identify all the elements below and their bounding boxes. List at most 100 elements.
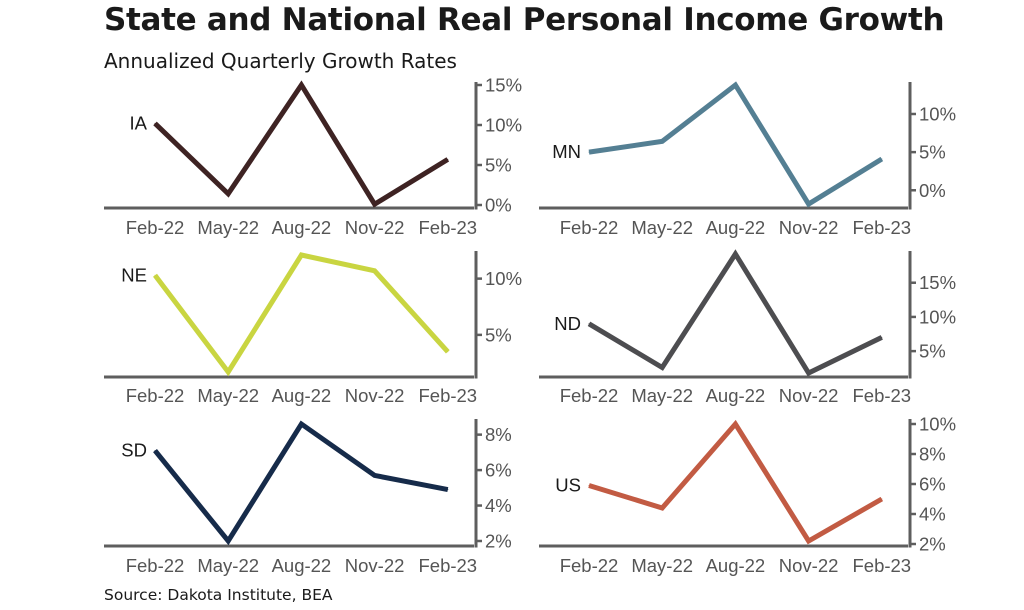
x-tick-label: Aug-22 bbox=[272, 385, 332, 406]
series-label: ND bbox=[554, 313, 581, 334]
x-tick-label: Feb-23 bbox=[418, 385, 477, 406]
y-tick-label: 5% bbox=[485, 324, 512, 345]
chart-panel-ne: 5% 10% Feb-22 May-22 Aug-22 Nov-22 Feb-23 NE bbox=[104, 251, 522, 406]
y-tick-label: 5% bbox=[919, 142, 946, 163]
x-tick-label: Feb-23 bbox=[852, 385, 911, 406]
x-tick-label: May-22 bbox=[631, 217, 693, 238]
data-point bbox=[661, 367, 663, 369]
x-tick-label: Nov-22 bbox=[779, 385, 839, 406]
y-tick-label: 5% bbox=[919, 341, 946, 362]
x-tick-label: Feb-23 bbox=[852, 217, 911, 238]
x-tick-label: Aug-22 bbox=[272, 555, 332, 576]
x-tick-label: May-22 bbox=[631, 555, 693, 576]
series-label: US bbox=[555, 475, 581, 496]
x-tick-label: May-22 bbox=[197, 385, 259, 406]
data-point bbox=[808, 203, 810, 205]
x-tick-label: Feb-23 bbox=[418, 217, 477, 238]
series-line-sd bbox=[153, 420, 449, 546]
x-tick-label: Aug-22 bbox=[706, 385, 766, 406]
y-tick-label: 15% bbox=[485, 75, 522, 96]
chart-title: State and National Real Personal Income … bbox=[104, 2, 945, 38]
x-tick-label: Feb-23 bbox=[852, 555, 911, 576]
series-line-mn bbox=[588, 81, 884, 208]
x-tick-label: May-22 bbox=[197, 555, 259, 576]
data-point bbox=[808, 540, 810, 542]
y-tick-label: 8% bbox=[485, 424, 512, 445]
data-point bbox=[374, 270, 376, 272]
chart-panel-sd: 2% 4% 6% 8% Feb-22 May-22 Aug-22 Nov-22 Feb-23 SD bbox=[104, 419, 512, 576]
data-point bbox=[374, 474, 376, 476]
x-tick-label: Nov-22 bbox=[345, 385, 405, 406]
y-tick-label: 2% bbox=[919, 534, 946, 555]
series-label: NE bbox=[121, 264, 147, 285]
y-tick-label: 8% bbox=[919, 444, 946, 465]
y-tick-label: 0% bbox=[919, 180, 946, 201]
chart-panel-nd: 5% 10% 15% Feb-22 May-22 Aug-22 Nov-22 Feb-23 ND bbox=[539, 249, 956, 406]
y-tick-label: 10% bbox=[919, 103, 956, 124]
x-tick-label: Aug-22 bbox=[706, 217, 766, 238]
data-point bbox=[881, 498, 883, 500]
data-point bbox=[447, 158, 449, 160]
data-point bbox=[661, 507, 663, 509]
x-tick-label: Aug-22 bbox=[706, 555, 766, 576]
x-tick-label: Feb-22 bbox=[560, 217, 619, 238]
data-point bbox=[734, 253, 736, 255]
data-point bbox=[447, 489, 449, 491]
data-point bbox=[154, 274, 156, 276]
x-tick-label: Aug-22 bbox=[272, 217, 332, 238]
data-point bbox=[661, 140, 663, 142]
y-tick-label: 4% bbox=[485, 495, 512, 516]
data-point bbox=[300, 84, 302, 86]
series-label: IA bbox=[130, 112, 148, 133]
y-tick-label: 0% bbox=[485, 195, 512, 216]
x-tick-label: Feb-22 bbox=[126, 385, 185, 406]
series-line-us bbox=[588, 419, 884, 545]
y-tick-label: 10% bbox=[919, 306, 956, 327]
data-point bbox=[374, 203, 376, 205]
data-point bbox=[588, 323, 590, 325]
data-point bbox=[588, 151, 590, 153]
series-line-ia bbox=[153, 80, 450, 208]
x-tick-label: Feb-22 bbox=[560, 385, 619, 406]
data-point bbox=[227, 193, 229, 195]
data-point bbox=[734, 84, 736, 86]
series-label: MN bbox=[552, 141, 581, 162]
data-point bbox=[300, 254, 302, 256]
data-point bbox=[588, 485, 590, 486]
x-tick-label: Nov-22 bbox=[779, 217, 839, 238]
data-point bbox=[447, 351, 449, 353]
chart-panel-us: 2% 4% 6% 8% 10% Feb-22 May-22 Aug-22 Nov-22 Feb-2… bbox=[539, 414, 956, 576]
y-tick-label: 10% bbox=[485, 268, 522, 289]
x-tick-label: Feb-22 bbox=[126, 555, 185, 576]
chart-subtitle: Annualized Quarterly Growth Rates bbox=[104, 49, 457, 73]
y-tick-label: 15% bbox=[919, 272, 956, 293]
y-tick-label: 6% bbox=[919, 474, 946, 495]
data-point bbox=[154, 122, 156, 124]
source-note: Source: Dakota Institute, BEA bbox=[104, 586, 333, 604]
data-point bbox=[881, 158, 883, 160]
chart-panel-ia: 0% 5% 10% 15% Feb-22 May-22 Aug-22 Nov-22 Feb-23… bbox=[104, 75, 522, 238]
y-tick-label: 10% bbox=[485, 115, 522, 136]
x-tick-label: Nov-22 bbox=[779, 555, 839, 576]
y-tick-label: 4% bbox=[919, 504, 946, 525]
series-label: SD bbox=[121, 440, 147, 461]
x-tick-label: Nov-22 bbox=[345, 217, 405, 238]
data-point bbox=[300, 423, 302, 425]
y-tick-label: 5% bbox=[485, 155, 512, 176]
y-tick-label: 2% bbox=[485, 531, 512, 552]
series-line-nd bbox=[587, 249, 883, 377]
x-tick-label: May-22 bbox=[197, 217, 259, 238]
data-point bbox=[734, 423, 736, 425]
data-point bbox=[881, 336, 883, 338]
data-point bbox=[154, 450, 156, 452]
data-point bbox=[227, 371, 229, 373]
x-tick-label: Feb-22 bbox=[126, 217, 185, 238]
chart-panel-mn: 0% 5% 10% Feb-22 May-22 Aug-22 Nov-22 Feb-23 MN bbox=[539, 81, 956, 238]
x-tick-label: May-22 bbox=[631, 385, 693, 406]
series-line-ne bbox=[153, 252, 450, 377]
data-point bbox=[227, 540, 229, 542]
x-tick-label: Feb-22 bbox=[560, 555, 619, 576]
y-tick-label: 6% bbox=[485, 460, 512, 481]
y-tick-label: 10% bbox=[919, 414, 956, 435]
